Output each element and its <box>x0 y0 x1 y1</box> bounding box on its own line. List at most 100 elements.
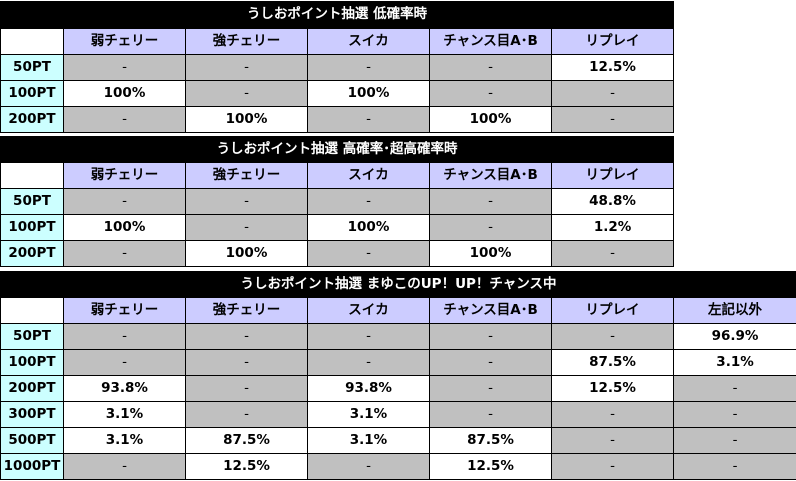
value-cell: - <box>429 188 552 215</box>
value-cell: - <box>63 323 186 350</box>
value-cell: - <box>63 54 186 81</box>
value-cell: - <box>185 401 308 428</box>
value-cell: - <box>63 453 186 480</box>
table-row: 50PT - - - - 48.8% <box>0 188 675 215</box>
value-cell: 12.5% <box>551 375 674 402</box>
value-cell: - <box>551 453 674 480</box>
value-cell: - <box>672 453 796 480</box>
table-row: 200PT - 100% - 100% - <box>0 240 675 267</box>
value-cell: - <box>63 349 186 376</box>
table-row: 100PT 100% - 100% - 1.2% <box>0 214 675 241</box>
corner-cell <box>0 28 64 55</box>
value-cell: 3.1% <box>307 401 430 428</box>
value-cell: 100% <box>63 214 186 241</box>
row-header: 200PT <box>0 375 64 402</box>
corner-cell <box>0 297 64 324</box>
column-header: 弱チェリー <box>63 162 186 189</box>
value-cell: - <box>307 453 430 480</box>
column-header: 強チェリー <box>185 162 308 189</box>
value-cell: - <box>551 427 674 454</box>
value-cell: - <box>185 323 308 350</box>
value-cell: 12.5% <box>429 453 552 480</box>
value-cell: - <box>307 323 430 350</box>
row-header: 300PT <box>0 401 64 428</box>
value-cell: - <box>550 106 675 133</box>
column-header: スイカ <box>307 28 430 55</box>
column-header: リプレイ <box>550 28 675 55</box>
row-header: 100PT <box>0 214 64 241</box>
value-cell: - <box>672 375 796 402</box>
value-cell: - <box>185 80 308 107</box>
value-cell: 12.5% <box>185 453 308 480</box>
column-header: 強チェリー <box>185 28 308 55</box>
table-up-up-chance: うしおポイント抽選 まゆこのUP！UP！チャンス中 弱チェリー 強チェリー スイ… <box>0 271 796 480</box>
value-cell: - <box>185 54 308 81</box>
value-cell: - <box>185 349 308 376</box>
value-cell: - <box>429 323 552 350</box>
value-cell: - <box>429 401 552 428</box>
value-cell: 12.5% <box>550 54 675 81</box>
table-row: 200PT 93.8% - 93.8% - 12.5% - <box>0 375 796 402</box>
value-cell: - <box>429 80 552 107</box>
value-cell: - <box>185 188 308 215</box>
column-header: スイカ <box>307 162 430 189</box>
table-row: 300PT 3.1% - 3.1% - - - <box>0 401 796 428</box>
value-cell: - <box>63 240 186 267</box>
value-cell: 3.1% <box>672 349 796 376</box>
column-header: チャンス目A･B <box>429 28 552 55</box>
value-cell: 100% <box>429 240 552 267</box>
column-header: 弱チェリー <box>63 28 186 55</box>
row-header: 50PT <box>0 54 64 81</box>
table-row: 50PT - - - - 12.5% <box>0 54 675 81</box>
row-header: 50PT <box>0 188 64 215</box>
table-row: 500PT 3.1% 87.5% 3.1% 87.5% - - <box>0 427 796 454</box>
value-cell: 87.5% <box>185 427 308 454</box>
value-cell: 100% <box>429 106 552 133</box>
table-title: うしおポイント抽選 低確率時 <box>0 1 675 29</box>
value-cell: - <box>672 401 796 428</box>
value-cell: 100% <box>307 214 430 241</box>
value-cell: - <box>307 240 430 267</box>
value-cell: 48.8% <box>550 188 675 215</box>
value-cell: - <box>307 188 430 215</box>
column-header: リプレイ <box>550 162 675 189</box>
value-cell: - <box>307 349 430 376</box>
value-cell: - <box>185 214 308 241</box>
value-cell: 100% <box>307 80 430 107</box>
value-cell: 100% <box>63 80 186 107</box>
value-cell: 1.2% <box>550 214 675 241</box>
column-header: 弱チェリー <box>63 297 186 324</box>
row-header: 50PT <box>0 323 64 350</box>
column-header: チャンス目A･B <box>429 297 552 324</box>
value-cell: - <box>307 54 430 81</box>
table-row: 100PT - - - - 87.5% 3.1% <box>0 349 796 376</box>
column-header: チャンス目A･B <box>429 162 552 189</box>
row-header: 500PT <box>0 427 64 454</box>
value-cell: - <box>550 240 675 267</box>
table-high-probability: うしおポイント抽選 高確率･超高確率時 弱チェリー 強チェリー スイカ チャンス… <box>0 136 675 267</box>
row-header: 200PT <box>0 240 64 267</box>
column-header: 左記以外 <box>672 297 796 324</box>
table-row: 100PT 100% - 100% - - <box>0 80 675 107</box>
value-cell: - <box>550 80 675 107</box>
value-cell: - <box>63 106 186 133</box>
value-cell: 93.8% <box>307 375 430 402</box>
value-cell: 87.5% <box>429 427 552 454</box>
table-row: 200PT - 100% - 100% - <box>0 106 675 133</box>
row-header: 200PT <box>0 106 64 133</box>
value-cell: 3.1% <box>63 401 186 428</box>
column-header: 強チェリー <box>185 297 308 324</box>
column-header: リプレイ <box>551 297 674 324</box>
value-cell: - <box>185 375 308 402</box>
value-cell: - <box>429 54 552 81</box>
table-row: 1000PT - 12.5% - 12.5% - - <box>0 453 796 480</box>
value-cell: - <box>429 214 552 241</box>
column-header: スイカ <box>307 297 430 324</box>
value-cell: 100% <box>185 106 308 133</box>
value-cell: 3.1% <box>307 427 430 454</box>
value-cell: 3.1% <box>63 427 186 454</box>
value-cell: 87.5% <box>551 349 674 376</box>
value-cell: - <box>307 106 430 133</box>
row-header: 1000PT <box>0 453 64 480</box>
value-cell: - <box>429 349 552 376</box>
